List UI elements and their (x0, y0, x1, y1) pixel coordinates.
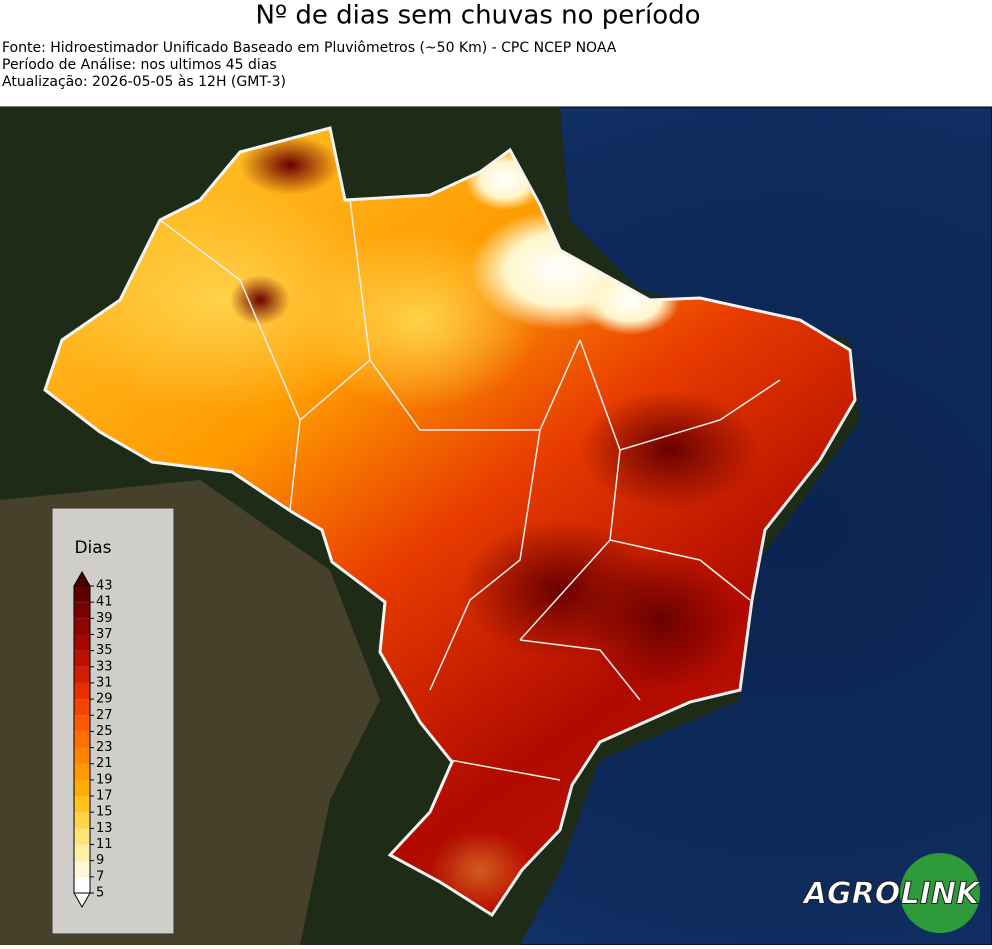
colorbar-title: Dias (74, 538, 111, 558)
colorbar-segment (74, 682, 90, 700)
colorbar-tick-label: 11 (96, 837, 113, 852)
colorbar-outline (73, 585, 91, 894)
colorbar-tick-label: 39 (96, 611, 113, 626)
colorbar-segment (74, 699, 90, 716)
colorbar-tick-label: 7 (96, 869, 104, 884)
colorbar-tick-label: 33 (96, 659, 113, 674)
colorbar-segment (74, 715, 90, 732)
colorbar-segment (74, 860, 90, 877)
logo-right: LINK (901, 877, 982, 912)
colorbar-segment (74, 634, 90, 651)
colorbar-tick-label: 37 (96, 627, 113, 642)
colorbar-tick-label: 27 (96, 708, 113, 723)
colorbar-segment (74, 828, 90, 845)
source-line: Período de Análise: nos ultimos 45 dias (2, 57, 277, 73)
colorbar-tick-label: 21 (96, 756, 113, 771)
state-borders (159, 199, 781, 781)
colorbar-tick-label: 23 (96, 740, 113, 755)
source-line: Atualização: 2026-05-05 às 12H (GMT-3) (2, 74, 286, 90)
source-lines: Fonte: Hidroestimador Unificado Baseado … (2, 40, 617, 90)
colorbar-segment (74, 763, 90, 780)
colorbar-segment (74, 796, 90, 813)
colorbar-tick-label: 29 (96, 692, 113, 707)
colorbar-tick-label: 41 (96, 595, 113, 610)
colorbar-segment (74, 602, 90, 619)
colorbar-tick-label: 25 (96, 724, 113, 739)
colorbar-tick-label: 5 (96, 886, 104, 901)
colorbar-segment (74, 586, 90, 603)
logo-left: AGRO (802, 877, 900, 912)
colorbar-panel (51, 507, 175, 935)
logo-circle (900, 853, 980, 933)
colorbar-segment (74, 650, 90, 667)
logo: AGRO LINK (801, 853, 983, 933)
colorbar-tick-label: 9 (96, 853, 104, 868)
colorbar-tick-label: 15 (96, 805, 113, 820)
colorbar-segment (74, 876, 90, 893)
colorbar-segment (74, 844, 90, 861)
title: Nº de dias sem chuvas no período (255, 1, 700, 31)
colorbar-tick-label: 17 (96, 789, 113, 804)
colorbar-tick-label: 31 (96, 675, 113, 690)
colorbar-tick-label: 13 (96, 821, 113, 836)
colorbar-segment (74, 618, 90, 635)
colorbar-segment (74, 779, 90, 797)
colorbar-segment (74, 747, 90, 764)
colorbar-segment (74, 731, 90, 748)
colorbar-segment (74, 666, 90, 683)
colorbar-segment (74, 812, 90, 829)
source-line: Fonte: Hidroestimador Unificado Baseado … (2, 40, 617, 56)
colorbar-tick-label: 43 (96, 579, 113, 594)
colorbar-tick-label: 19 (96, 772, 113, 787)
colorbar-tick-label: 35 (96, 643, 113, 658)
